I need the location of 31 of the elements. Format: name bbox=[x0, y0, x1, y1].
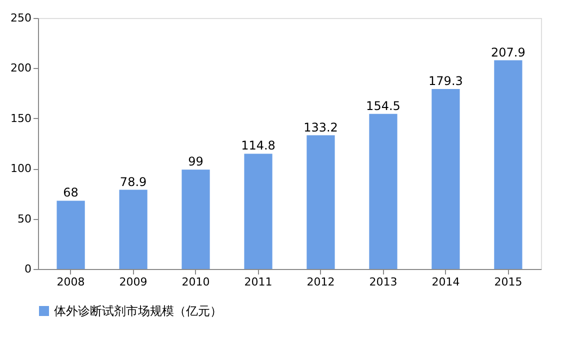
y-tick-label: 150 bbox=[10, 112, 32, 125]
x-tick-label: 2014 bbox=[432, 276, 460, 288]
x-tick-label: 2012 bbox=[306, 276, 335, 288]
bar bbox=[494, 60, 522, 269]
data-label: 154.5 bbox=[366, 98, 400, 113]
bar bbox=[182, 170, 210, 269]
bar bbox=[119, 190, 148, 269]
legend-label: 体外诊断试剂市场规模（亿元） bbox=[54, 304, 222, 318]
data-label: 78.9 bbox=[120, 174, 147, 189]
x-tick-label: 2008 bbox=[56, 276, 85, 288]
x-tick-label: 2011 bbox=[244, 276, 272, 288]
bar bbox=[244, 154, 272, 269]
bar bbox=[56, 200, 85, 269]
y-tick-label: 250 bbox=[10, 12, 32, 24]
y-tick-label: 50 bbox=[18, 212, 32, 226]
data-label: 99 bbox=[188, 154, 204, 169]
data-label: 179.3 bbox=[428, 74, 463, 88]
x-tick-label: 2015 bbox=[494, 276, 522, 288]
bar bbox=[369, 114, 398, 269]
data-label: 207.9 bbox=[491, 45, 526, 60]
y-tick-label: 100 bbox=[10, 162, 32, 176]
x-tick-label: 2013 bbox=[369, 276, 398, 288]
x-tick-label: 2010 bbox=[182, 276, 210, 288]
y-tick-label: 0 bbox=[24, 262, 32, 276]
data-label: 68 bbox=[63, 186, 78, 200]
y-tick-label: 200 bbox=[10, 62, 32, 75]
data-label: 114.8 bbox=[241, 138, 276, 153]
bar bbox=[306, 135, 335, 269]
data-label: 133.2 bbox=[304, 120, 338, 134]
bar bbox=[432, 88, 460, 269]
x-tick-label: 2009 bbox=[119, 276, 148, 288]
